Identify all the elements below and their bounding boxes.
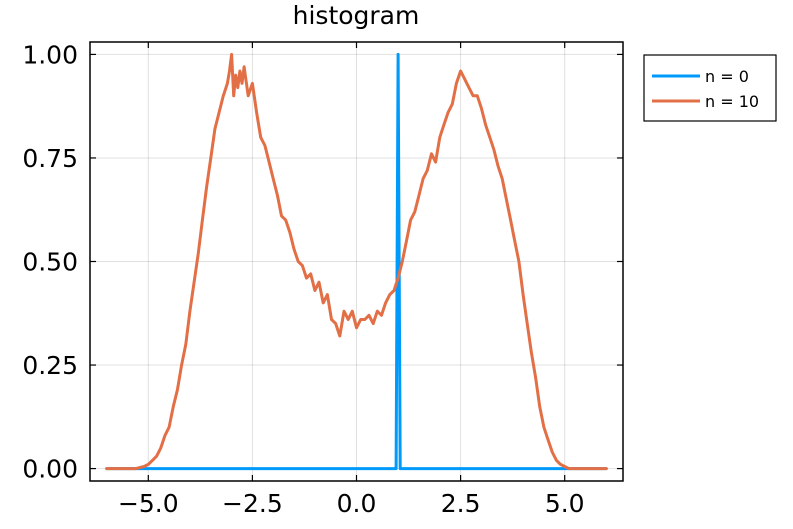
x-tick-label: 0.0 (337, 489, 377, 518)
series-line-0 (105, 52, 608, 471)
legend-label-0: n = 0 (705, 67, 749, 86)
y-tick-label: 1.00 (22, 40, 78, 69)
x-tick-label: 2.5 (441, 489, 481, 518)
x-tick-label: −5.0 (118, 489, 179, 518)
legend-label-1: n = 10 (705, 92, 759, 111)
y-tick-label: 0.50 (22, 248, 78, 277)
grid (90, 42, 623, 481)
axes: −5.0 −2.5 0.0 2.5 5.0 0.00 0.25 0.50 0.75 1.00 (22, 40, 624, 518)
series-layer (105, 52, 608, 471)
y-tick-label: 0.75 (22, 144, 78, 173)
x-tick-label: −2.5 (222, 489, 283, 518)
chart-title: histogram (293, 1, 420, 30)
legend: n = 0 n = 10 (643, 54, 777, 122)
legend-box (643, 54, 777, 122)
series-line-1 (105, 52, 608, 471)
x-tick-label: 5.0 (545, 489, 585, 518)
y-tick-label: 0.25 (22, 351, 78, 380)
y-tick-label: 0.00 (22, 455, 78, 484)
